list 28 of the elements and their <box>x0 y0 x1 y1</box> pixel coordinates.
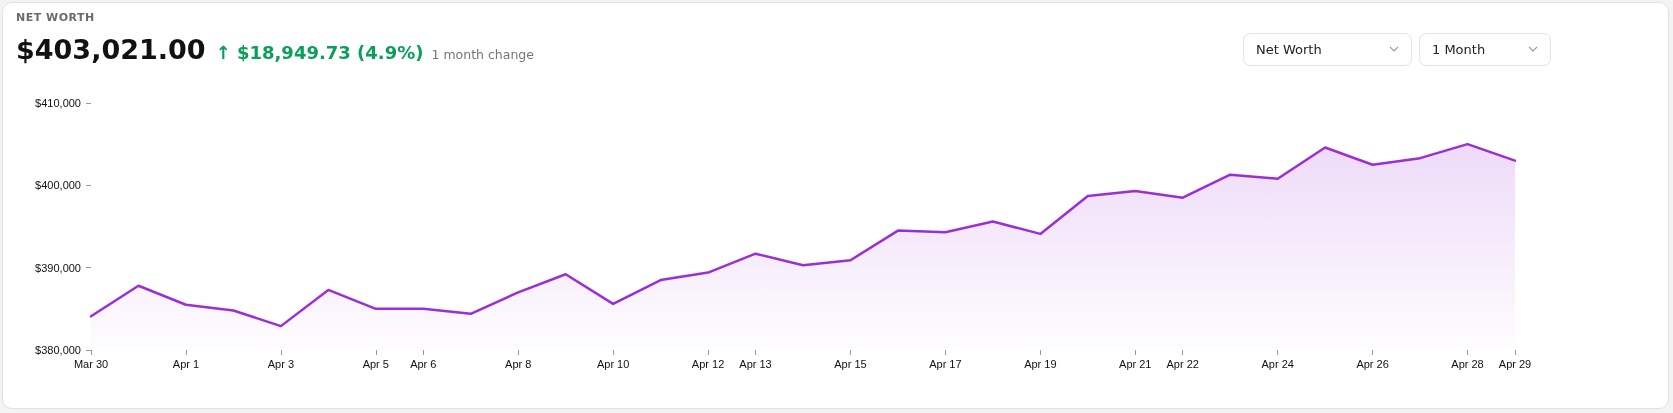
y-tick-label: $390,000 <box>35 261 81 274</box>
x-tick-label: Apr 22 <box>1166 357 1199 370</box>
x-tick-label: Apr 13 <box>739 357 772 370</box>
x-tick-label: Apr 19 <box>1024 357 1057 370</box>
x-tick-label: Apr 24 <box>1261 357 1294 370</box>
x-tick-label: Apr 26 <box>1356 357 1389 370</box>
x-tick-label: Apr 3 <box>267 357 295 370</box>
x-tick-label: Apr 5 <box>362 357 389 370</box>
text: 1 Month <box>1432 42 1486 57</box>
x-tick-label: Apr 28 <box>1451 357 1484 370</box>
x-tick-label: Apr 6 <box>410 357 437 370</box>
x-tick-label: Apr 8 <box>505 357 532 370</box>
chart-title: NET WORTH <box>16 11 95 24</box>
x-tick-label: Apr 10 <box>596 357 630 370</box>
text: Net Worth <box>1256 42 1322 57</box>
x-tick-label: Apr 17 <box>929 357 962 370</box>
x-tick-label: Apr 21 <box>1119 357 1152 370</box>
text: ↑ $18,949.73 (4.9%) <box>215 42 424 63</box>
y-tick-label: $410,000 <box>35 97 81 109</box>
x-tick-label: Apr 29 <box>1498 357 1532 370</box>
y-tick-label: $380,000 <box>35 344 81 356</box>
text: 1 month change <box>431 47 534 62</box>
x-tick-label: Mar 30 <box>73 357 109 370</box>
x-tick-label: Apr 15 <box>834 357 867 370</box>
y-tick-label: $400,000 <box>35 179 81 192</box>
x-tick-label: Apr 12 <box>691 357 725 370</box>
x-tick-label: Apr 1 <box>172 357 200 370</box>
text: $403,021.00 <box>16 34 206 65</box>
